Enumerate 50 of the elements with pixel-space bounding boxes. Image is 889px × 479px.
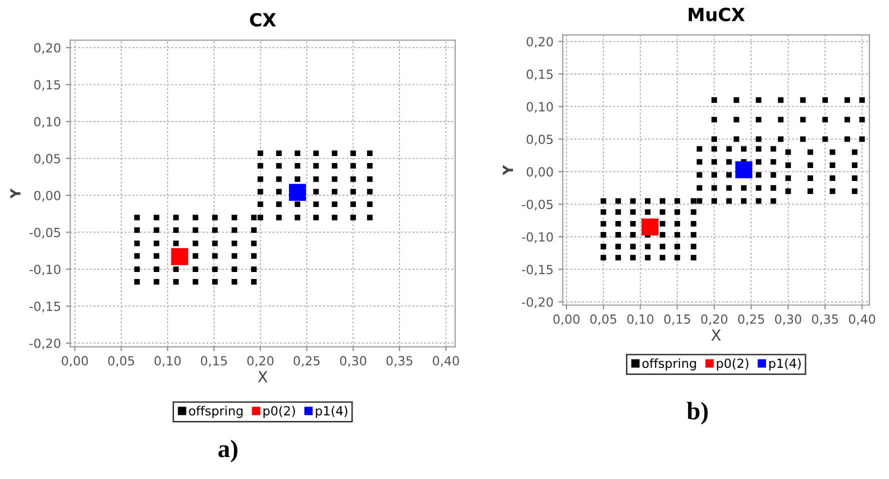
y-tick-label: 0,20: [526, 36, 553, 48]
y-tick-label: -0,15: [29, 302, 60, 312]
chart-title: CX: [250, 12, 276, 27]
x-tick-label: 0,25: [738, 314, 764, 326]
y-tick-label: -0,10: [522, 232, 553, 243]
y-tick-label: 0,00: [34, 190, 60, 202]
legend-label: p0(2): [264, 406, 295, 418]
y-tick-label: -0,15: [522, 264, 553, 276]
y-tick-label: -0,05: [29, 228, 60, 238]
chart-title: MuCX: [688, 8, 745, 22]
x-tick-label: 0,10: [154, 356, 181, 367]
y-tick-label: -0,20: [29, 338, 60, 350]
legend-label: p1(4): [316, 406, 348, 418]
x-tick-label: 0,15: [200, 356, 227, 367]
x-tick-label: 0,30: [340, 356, 366, 367]
text: a): [218, 440, 238, 462]
x-axis-title: X: [258, 371, 268, 382]
x-tick-label: 0,15: [664, 314, 690, 326]
x-tick-label: 0,00: [553, 314, 580, 326]
x-tick-label: 0,35: [812, 314, 838, 326]
y-axis-title: Y: [10, 188, 20, 199]
y-tick-label: -0,05: [522, 200, 553, 210]
x-tick-label: 0,05: [108, 356, 134, 367]
x-tick-label: 0,05: [590, 314, 616, 326]
y-axis-title: Y: [502, 164, 513, 176]
x-tick-label: 0,25: [294, 356, 320, 367]
legend-label: offspring: [642, 358, 696, 370]
x-tick-label: 0,30: [775, 314, 802, 326]
x-tick-label: 0,00: [62, 356, 88, 367]
x-tick-label: 0,40: [432, 356, 459, 367]
legend-label: p0(2): [716, 358, 748, 370]
x-tick-label: 0,35: [386, 356, 412, 367]
x-tick-label: 0,10: [627, 314, 654, 326]
y-tick-label: -0,10: [29, 264, 60, 276]
legend-label: p1(4): [769, 358, 801, 370]
y-tick-label: 0,10: [34, 116, 60, 128]
y-tick-label: 0,20: [34, 43, 60, 54]
y-tick-label: 0,05: [34, 154, 60, 165]
y-tick-label: 0,10: [526, 102, 553, 113]
y-tick-label: 0,15: [526, 69, 553, 80]
y-tick-label: 0,15: [34, 80, 60, 91]
y-tick-label: 0,00: [526, 167, 553, 178]
text: b): [686, 402, 708, 425]
legend-label: offspring: [188, 406, 243, 418]
x-axis-title: X: [711, 329, 721, 341]
x-tick-label: 0,20: [247, 356, 274, 367]
x-tick-label: 0,20: [701, 314, 728, 326]
y-tick-label: -0,20: [522, 297, 553, 308]
y-tick-label: 0,05: [526, 134, 553, 146]
x-tick-label: 0,40: [848, 314, 876, 326]
